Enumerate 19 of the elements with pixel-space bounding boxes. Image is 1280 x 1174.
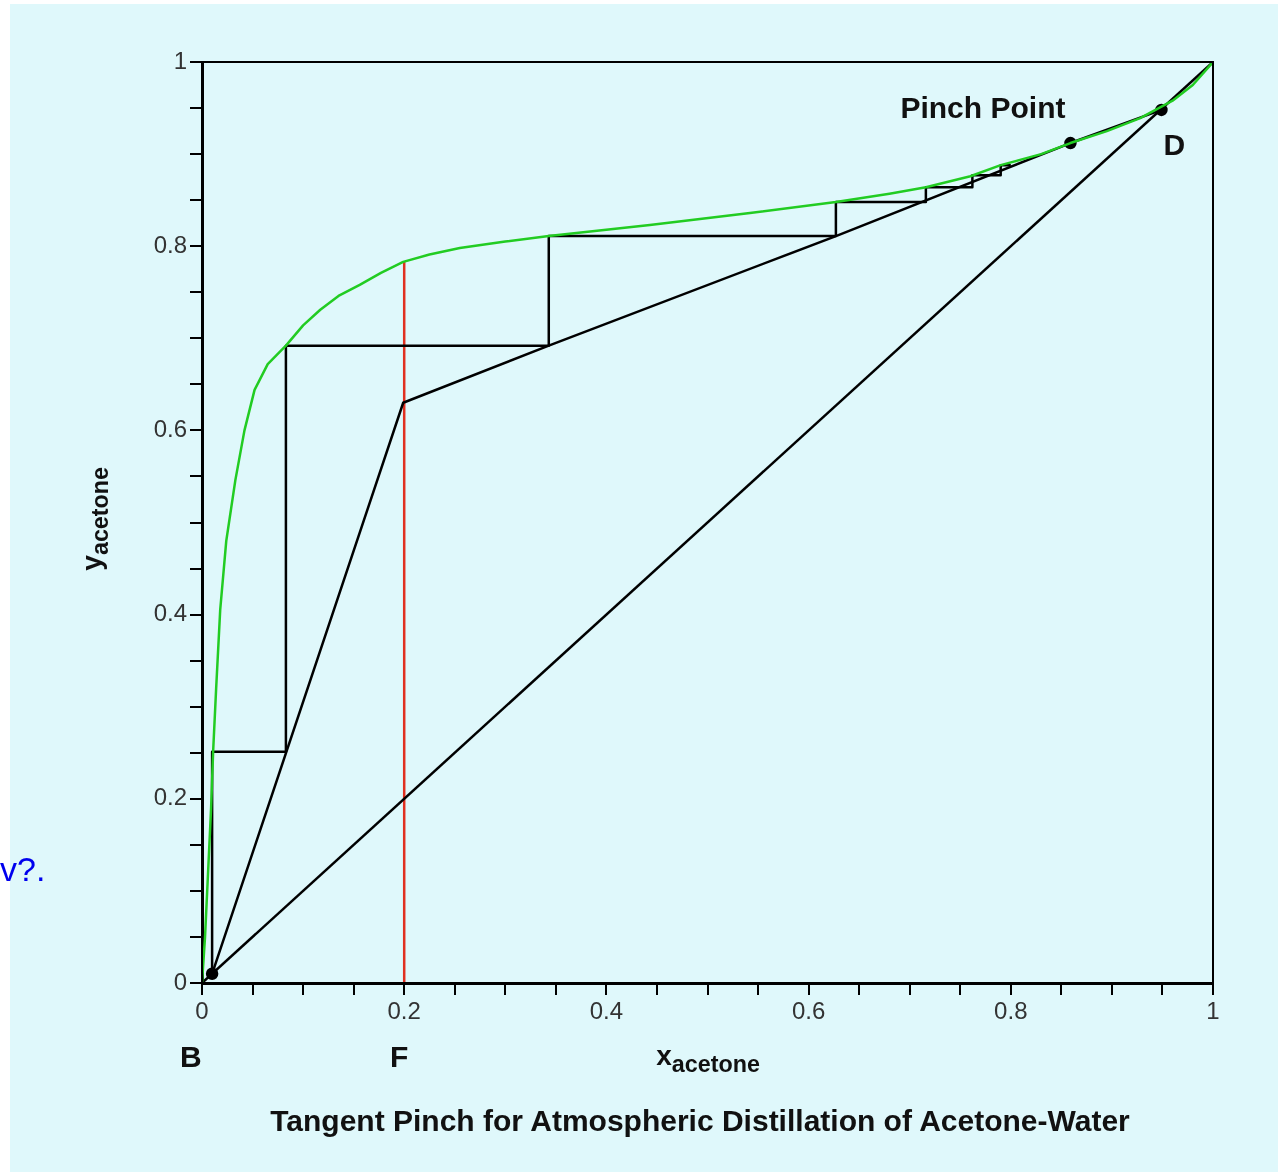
y-tick-label: 0 xyxy=(173,967,187,995)
y-tick-label: 0.2 xyxy=(153,783,187,811)
x-tick-label: 0.4 xyxy=(589,997,624,1025)
x-tick-label: 0.8 xyxy=(994,997,1028,1025)
x-tick-label: 0.2 xyxy=(387,997,421,1025)
y-tick-label: 0.4 xyxy=(153,599,187,627)
y-tick-label: 1 xyxy=(173,46,187,74)
y-tick-label: 0.6 xyxy=(153,415,187,443)
text: B xyxy=(180,1040,202,1074)
annotation: D xyxy=(1163,127,1186,161)
annotation: Pinch Point xyxy=(900,91,1066,125)
text: v?. xyxy=(0,850,46,889)
x-tick-label: 1 xyxy=(1206,997,1220,1025)
text: F xyxy=(390,1040,409,1074)
text: Tangent Pinch for Atmospheric Distillation of Acetone-Water xyxy=(269,1104,1131,1138)
x-tick-label: 0 xyxy=(195,997,209,1025)
x-tick-label: 0.6 xyxy=(791,997,826,1025)
x-axis-title: x$_{acetone}$ xyxy=(655,1040,761,1078)
y-tick-label: 0.8 xyxy=(153,230,187,258)
